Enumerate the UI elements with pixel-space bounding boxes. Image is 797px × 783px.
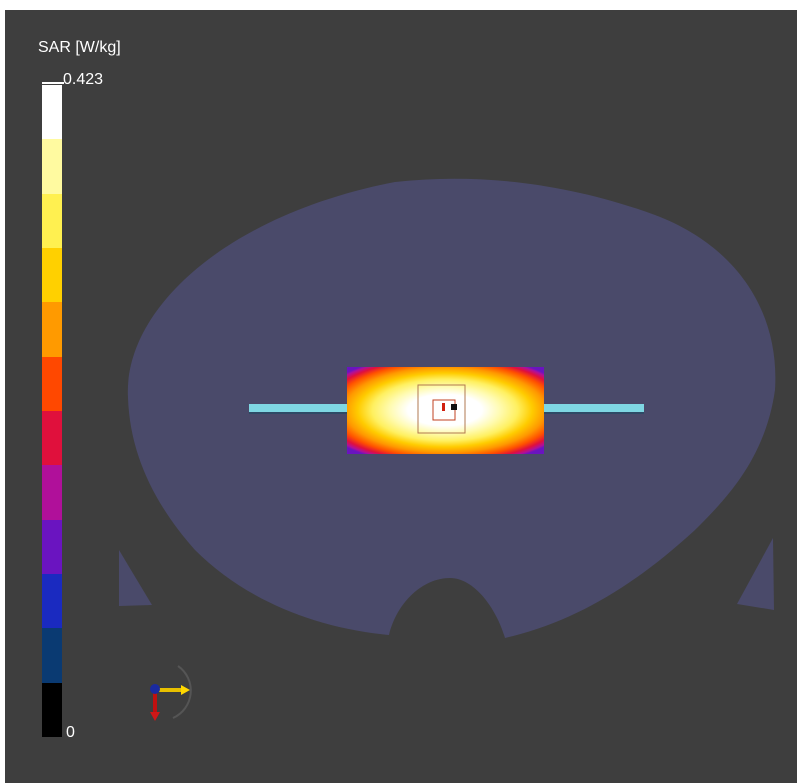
colorbar-segment: [42, 411, 62, 465]
dipole-arm-right: [538, 404, 644, 413]
simulation-scene: [119, 178, 776, 639]
colorbar-segment: [42, 465, 62, 520]
colorbar-segment: [42, 357, 62, 411]
phantom-side-left: [119, 550, 152, 606]
sar-heatmap: [347, 367, 544, 454]
colorbar-segment: [42, 683, 62, 737]
colorbar-segment: [42, 520, 62, 574]
colorbar-segment: [42, 628, 62, 683]
dipole-arm-left: [249, 404, 355, 413]
probe-box-outer: [417, 384, 466, 434]
probe-marker-red: [442, 403, 445, 411]
colorbar: [42, 85, 62, 737]
colorbar-max-label: 0.423: [63, 71, 104, 88]
colorbar-min-label: 0: [66, 724, 75, 741]
colorbar-segment: [42, 302, 62, 357]
colorbar-segment: [42, 248, 62, 302]
colorbar-segment: [42, 139, 62, 194]
colorbar-segment: [42, 574, 62, 628]
colorbar-max-tick: [42, 82, 64, 84]
probe-marker-black: [451, 404, 457, 410]
colorbar-segment: [42, 85, 62, 139]
phantom-side-right: [737, 538, 774, 610]
3d-viewport[interactable]: SAR [W/kg] 0.423 0: [5, 10, 797, 783]
colorbar-segment: [42, 194, 62, 248]
axis-triad-icon[interactable]: [133, 658, 203, 728]
colorbar-title: SAR [W/kg]: [38, 39, 121, 56]
